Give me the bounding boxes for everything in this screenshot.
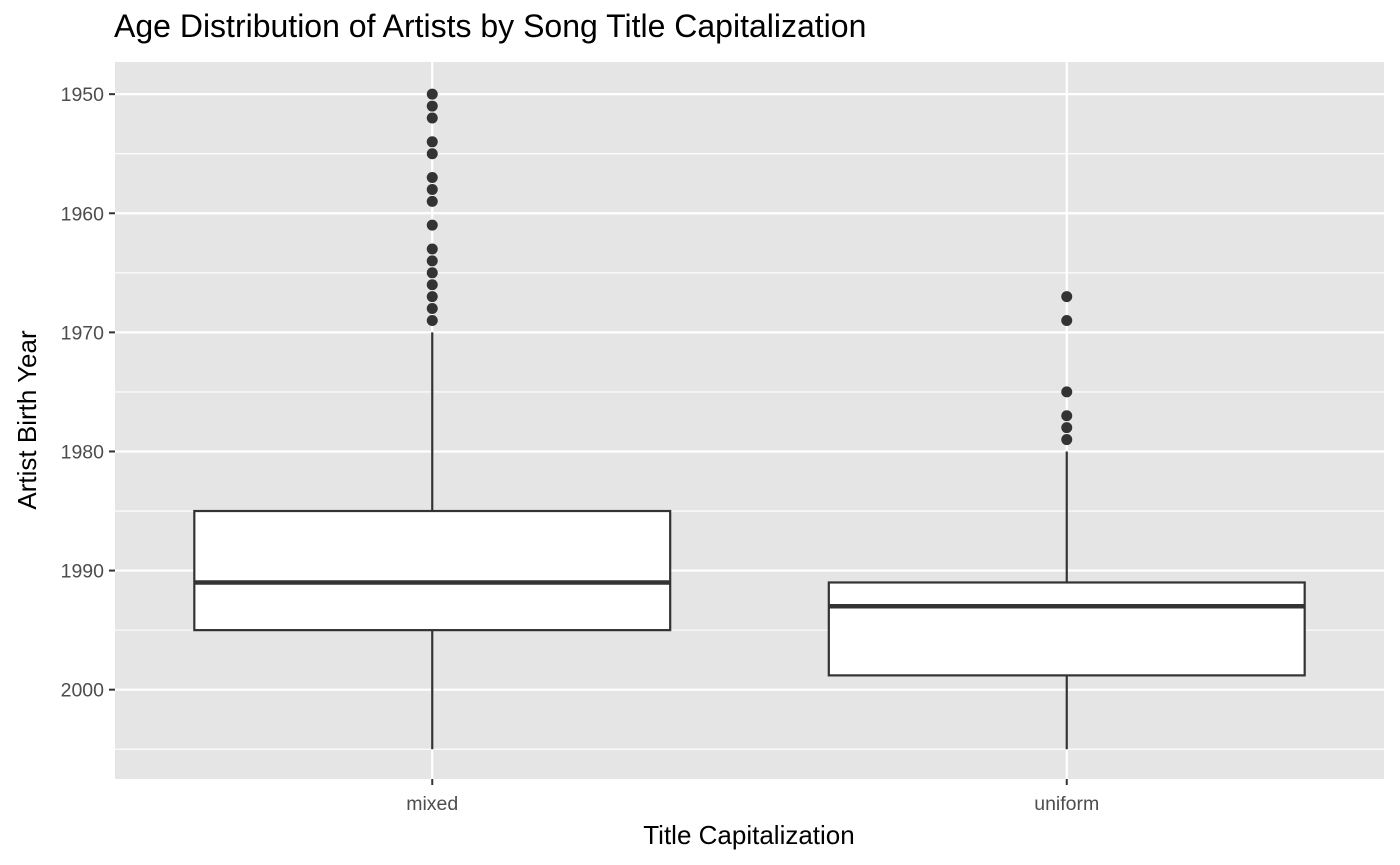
outlier-point [426, 279, 438, 291]
x-tick-label: mixed [406, 793, 458, 815]
y-tick-label: 1970 [61, 322, 105, 344]
chart-title: Age Distribution of Artists by Song Titl… [114, 8, 867, 44]
boxes [193, 88, 1306, 750]
outlier-point [426, 183, 438, 195]
y-tick-label: 1980 [61, 441, 105, 463]
y-tick-label: 1990 [61, 561, 105, 583]
outlier-point [426, 314, 438, 326]
outlier-point [426, 219, 438, 231]
outlier-point [426, 172, 438, 184]
box-mixed [193, 88, 672, 750]
x-axis-title: Title Capitalization [643, 820, 854, 850]
outlier-point [1061, 291, 1073, 303]
y-tick-label: 2000 [61, 680, 105, 702]
outlier-point [1061, 410, 1073, 422]
y-tick-label: 1960 [61, 203, 105, 225]
outlier-point [426, 148, 438, 160]
box-iqr [193, 509, 672, 632]
outlier-point [426, 136, 438, 148]
box-iqr [827, 581, 1306, 677]
y-tick-label: 1950 [61, 84, 105, 106]
outlier-point [426, 267, 438, 279]
y-axis-title: Artist Birth Year [12, 330, 42, 510]
outlier-point [1061, 314, 1073, 326]
outlier-point [426, 88, 438, 100]
outlier-point [1061, 422, 1073, 434]
outlier-point [426, 195, 438, 207]
outlier-point [426, 112, 438, 124]
outlier-point [426, 255, 438, 267]
box-uniform [827, 291, 1306, 750]
outlier-point [426, 243, 438, 255]
x-tick-label: uniform [1034, 793, 1099, 815]
outlier-point [1061, 386, 1073, 398]
outlier-point [426, 100, 438, 112]
outlier-point [1061, 434, 1073, 446]
axes: 1950 1960 1970 1980 1990 2000 mixed uniform [61, 84, 1100, 815]
outlier-point [426, 303, 438, 315]
outlier-point [426, 291, 438, 303]
